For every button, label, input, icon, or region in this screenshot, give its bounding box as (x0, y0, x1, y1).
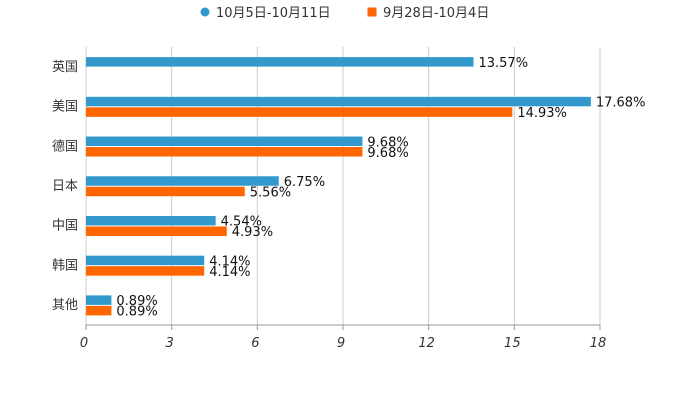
category-label: 英国 (52, 60, 78, 75)
legend-label: 9月28日-10月4日 (383, 6, 489, 21)
x-tick-label: 12 (418, 336, 435, 351)
x-axis: 0 3 6 9 12 15 18 (80, 324, 607, 351)
bar (86, 186, 245, 197)
bar (86, 215, 216, 226)
legend-item[interactable]: 9月28日-10月4日 (367, 6, 490, 21)
x-tick-label: 18 (590, 336, 607, 351)
data-label: 9.68% (367, 146, 408, 161)
x-tick-label: 6 (251, 336, 259, 351)
legend-marker (200, 7, 210, 17)
category-label: 中国 (52, 219, 78, 234)
bar (86, 176, 279, 186)
data-label: 0.89% (116, 305, 157, 320)
bar (86, 226, 227, 236)
x-tick-label: 9 (337, 336, 345, 351)
x-tick-label: 3 (166, 336, 174, 351)
category-label: 德国 (52, 139, 78, 154)
data-labels: 13.57% 17.68% 9.68% 6.75% 4.54% 4.14% 0.89% 14.… (116, 56, 645, 320)
data-label: 13.57% (478, 56, 528, 71)
data-label: 0.89% (116, 294, 157, 309)
bar (86, 266, 205, 276)
data-label: 4.14% (209, 265, 250, 280)
bar (86, 136, 363, 147)
legend: 10月5日-10月11日 9月28日-10月4日 (200, 6, 490, 21)
bar (86, 305, 112, 316)
bar (86, 147, 363, 157)
legend-item[interactable]: 10月5日-10月11日 (200, 6, 331, 21)
data-label: 17.68% (596, 96, 646, 111)
bar (86, 107, 513, 117)
legend-marker (367, 7, 377, 17)
bar (86, 255, 205, 266)
category-label: 美国 (52, 100, 78, 115)
category-label: 韩国 (52, 258, 78, 273)
data-label: 4.93% (232, 225, 273, 240)
data-label: 5.56% (250, 186, 291, 201)
bar (86, 295, 112, 305)
data-label: 6.75% (284, 175, 325, 190)
data-label: 4.54% (221, 215, 262, 230)
bars (86, 57, 591, 316)
grid (85, 47, 601, 325)
data-label: 14.93% (517, 106, 567, 121)
x-tick-label: 15 (504, 336, 521, 351)
bar (86, 57, 474, 67)
data-label: 4.14% (209, 254, 250, 269)
category-label: 其他 (52, 298, 78, 313)
category-label: 日本 (52, 179, 78, 194)
x-tick-label: 0 (80, 336, 88, 351)
legend-label: 10月5日-10月11日 (216, 6, 331, 21)
bar (86, 96, 591, 107)
data-label: 9.68% (367, 135, 408, 150)
